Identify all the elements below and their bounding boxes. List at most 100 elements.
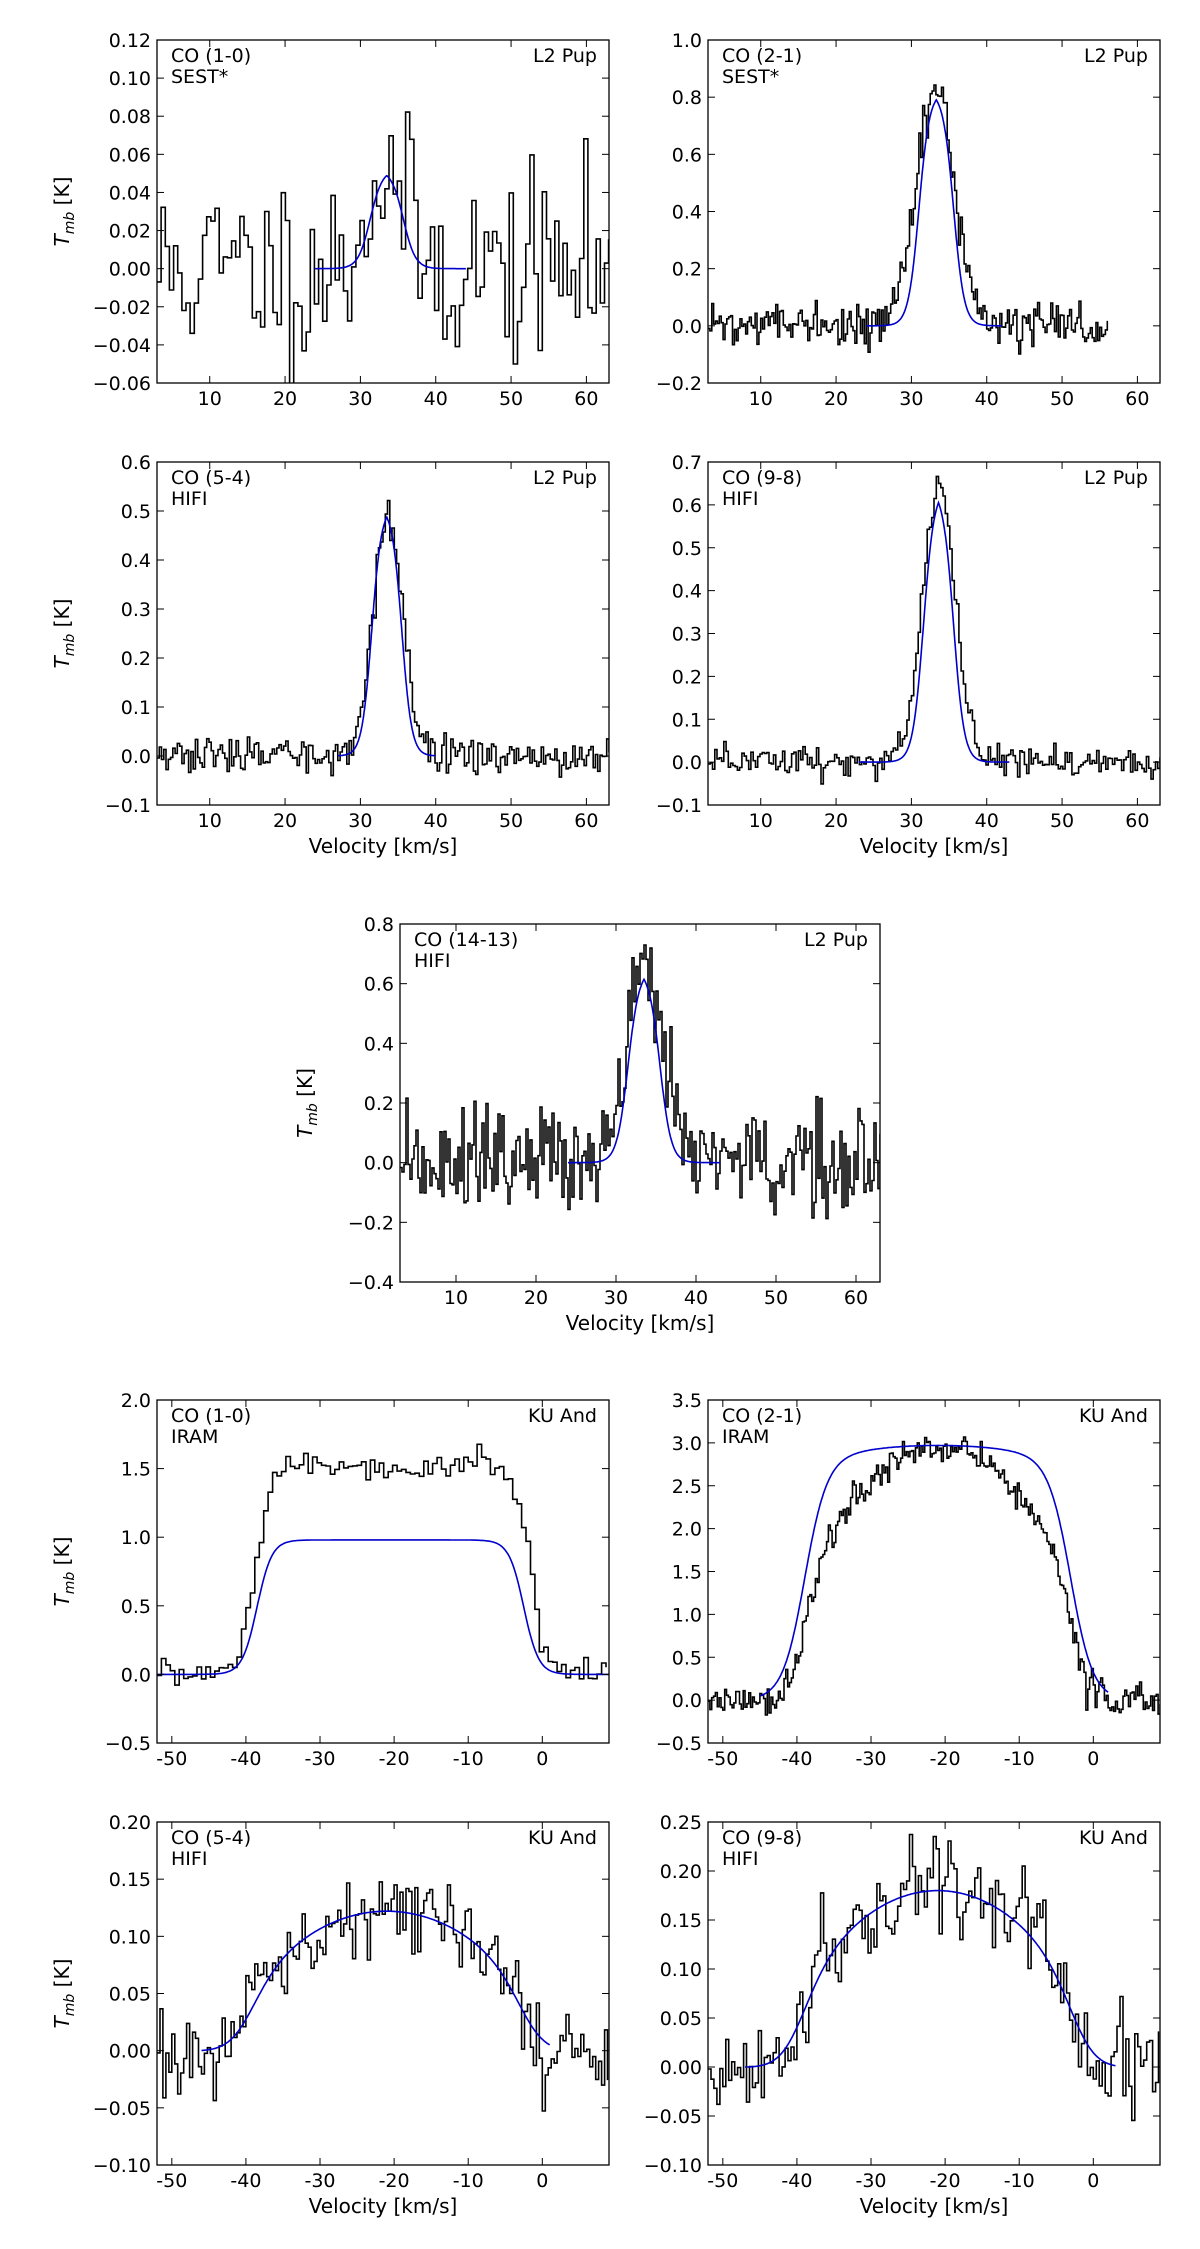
x-tick-label: 40 [684, 1287, 708, 1309]
x-tick-label: 10 [198, 810, 222, 832]
model-line [568, 977, 720, 1164]
panel-label-left: CO (2-1) [722, 45, 802, 67]
panel-label-right: KU And [528, 1405, 597, 1427]
x-tick-label: 30 [348, 388, 372, 410]
x-tick-label: -50 [156, 2170, 187, 2192]
axes-frame [707, 1821, 1161, 2166]
x-tick-label: 60 [1125, 388, 1149, 410]
y-tick-label: 0.4 [121, 550, 151, 572]
y-tick-label: 0.3 [121, 599, 151, 621]
x-tick-label: 20 [273, 388, 297, 410]
y-tick-label: 0.8 [672, 87, 702, 109]
x-tick-label: -10 [453, 2170, 484, 2192]
y-tick-label: 0.1 [121, 697, 151, 719]
x-tick-label: -20 [379, 1748, 410, 1770]
y-tick-label: 0.4 [364, 1033, 394, 1055]
panel-label-left: SEST* [722, 66, 779, 88]
x-tick-label: -10 [1004, 1748, 1035, 1770]
panel-4: 10 20 30 40 50 60 −0.1 0.0 0.1 0.2 0.3 0.4 0.5 0.6 0.7… [656, 452, 1161, 858]
x-tick-label: 10 [444, 1287, 468, 1309]
model-line [759, 1444, 1109, 1697]
model-line [315, 175, 466, 270]
x-tick-label: 0 [1087, 2170, 1099, 2192]
observed-spectrum [708, 475, 1160, 785]
x-tick-label: 50 [764, 1287, 788, 1309]
x-tick-label: 40 [424, 810, 448, 832]
y-tick-label: −0.2 [656, 373, 702, 395]
y-tick-label: 1.0 [672, 1604, 702, 1626]
model-line [337, 515, 436, 757]
panel-label-left: SEST* [171, 66, 228, 88]
panel-9: -50 -40 -30 -20 -10 0 −0.10 −0.05 0.00 0.05 0.10 0.… [644, 1812, 1161, 2218]
y-tick-label: 0.0 [364, 1153, 394, 1175]
model-line [745, 1889, 1116, 2068]
observed-spectrum [708, 84, 1109, 355]
plots: 10 20 30 40 50 60−0.06−0.04−0.020.000.020.040… [50, 30, 1161, 2218]
panel-7: -50 -40 -30 -20 -10 0 −0.5 0.0 0.5 1.0 1.5 2.0 2.5 3.… [656, 1390, 1161, 1770]
y-tick-label: 0.10 [109, 1926, 151, 1948]
x-tick-label: 20 [824, 388, 848, 410]
y-tick-label: 0.0 [672, 316, 702, 338]
y-tick-label: 0.1 [672, 709, 702, 731]
y-tick-label: −0.1 [105, 795, 151, 817]
x-tick-label: 50 [1050, 388, 1074, 410]
x-tick-label: -40 [230, 1748, 261, 1770]
y-tick-label: 0.2 [121, 648, 151, 670]
y-tick-label: 0.25 [660, 1812, 702, 1834]
x-tick-label: 40 [975, 810, 999, 832]
panel-2: 10 20 30 40 50 60 −0.2 0.0 0.2 0.4 0.6 0.8 1.0 CO (2-… [656, 30, 1161, 410]
x-tick-label: 0 [536, 1748, 548, 1770]
x-tick-label: 10 [749, 388, 773, 410]
panel-label-right: KU And [1079, 1827, 1148, 1849]
y-axis-label: Tmb [K] [50, 1959, 78, 2029]
y-tick-label: 0.6 [121, 452, 151, 474]
y-tick-label: 0.00 [109, 2041, 151, 2063]
y-tick-label: 1.0 [121, 1527, 151, 1549]
x-tick-label: -20 [930, 2170, 961, 2192]
y-tick-label: −0.4 [348, 1272, 394, 1294]
panel-label-right: KU And [528, 1827, 597, 1849]
panel-label-right: KU And [1079, 1405, 1148, 1427]
axes-frame [156, 461, 610, 806]
y-tick-label: 1.5 [121, 1459, 151, 1481]
x-tick-label: 20 [824, 810, 848, 832]
y-tick-label: 0.5 [672, 538, 702, 560]
y-tick-label: −0.10 [93, 2155, 151, 2177]
y-tick-label: −0.06 [93, 373, 151, 395]
x-tick-label: 30 [899, 810, 923, 832]
panel-label-right: L2 Pup [1084, 467, 1148, 489]
y-tick-label: 0.7 [672, 452, 702, 474]
y-tick-label: 0.10 [660, 1959, 702, 1981]
observed-spectrum [708, 1436, 1160, 1716]
x-tick-label: -50 [156, 1748, 187, 1770]
y-tick-label: 0.04 [109, 182, 151, 204]
panel-label-right: L2 Pup [1084, 45, 1148, 67]
y-tick-label: 0.6 [672, 495, 702, 517]
y-tick-label: 0.5 [121, 501, 151, 523]
x-tick-label: 50 [499, 388, 523, 410]
panel-label-left: HIFI [171, 1848, 207, 1870]
x-tick-label: -30 [304, 1748, 335, 1770]
x-axis-label: Velocity [km/s] [566, 1311, 715, 1335]
x-tick-label: -30 [855, 2170, 886, 2192]
x-axis-label: Velocity [km/s] [860, 834, 1009, 858]
panel-label-left: CO (5-4) [171, 467, 251, 489]
panel-label-left: IRAM [722, 1426, 769, 1448]
axes-frame [156, 1821, 610, 2166]
panel-label-left: CO (1-0) [171, 1405, 251, 1427]
x-tick-label: 0 [536, 2170, 548, 2192]
x-tick-label: -30 [304, 2170, 335, 2192]
x-tick-label: -20 [379, 2170, 410, 2192]
panel-label-left: HIFI [722, 1848, 758, 1870]
x-tick-label: 40 [975, 388, 999, 410]
x-tick-label: -50 [707, 2170, 738, 2192]
panel-1: 10 20 30 40 50 60 −0.06 −0.04 −0.02 0.00 0.02 0.04 0… [50, 30, 610, 410]
x-tick-label: 60 [1125, 810, 1149, 832]
axes-frame [707, 1399, 1161, 1744]
x-tick-label: 10 [749, 810, 773, 832]
panel-8: -50 -40 -30 -20 -10 0 −0.10 −0.05 0.00 0.05 0.10 0.… [50, 1812, 610, 2218]
x-tick-label: 10 [198, 388, 222, 410]
panel-label-left: HIFI [171, 488, 207, 510]
x-tick-label: -40 [230, 2170, 261, 2192]
